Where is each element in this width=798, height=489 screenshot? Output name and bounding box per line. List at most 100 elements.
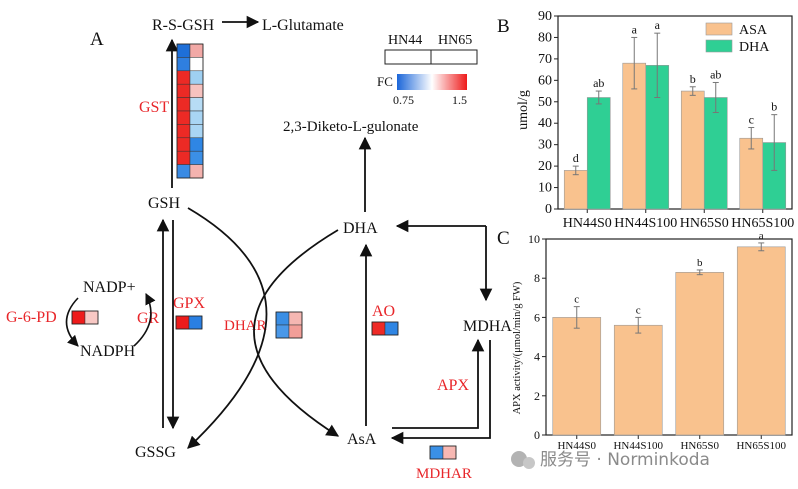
chart-c-bar-apx xyxy=(675,272,725,436)
heatmap-gst-cell xyxy=(189,110,204,125)
chart-c: 0 2 4 6 8 10 HN44S0 c HN44S100 c HN65S0 b HN65S100 a xyxy=(528,230,793,452)
heatmap-ao-cell xyxy=(371,321,386,336)
chart-c-ytick-label: 10 xyxy=(528,232,540,246)
chart-c-bar-apx xyxy=(613,324,663,436)
heatmap-gst xyxy=(176,43,204,179)
chart-b-frame xyxy=(557,15,793,210)
heatmap-gst-cell xyxy=(176,57,191,72)
chart-b-ytick-label: 90 xyxy=(538,9,552,24)
wechat-icon-bubble xyxy=(523,457,535,469)
chart-b-ytick-label: 40 xyxy=(538,116,552,131)
chart-c-ytick-label: 2 xyxy=(534,389,540,403)
metabolite-dha: DHA xyxy=(343,220,378,237)
heatmap-g6pd-cell xyxy=(71,310,86,325)
enzyme-gst: GST xyxy=(139,99,169,116)
metabolite-nadph: NADPH xyxy=(80,343,136,360)
chart-b-significance-letter: c xyxy=(749,113,754,127)
enzyme-mdhar: MDHAR xyxy=(416,466,472,482)
metabolite-mdha: MDHA xyxy=(463,318,512,335)
heatmap-gst-cell xyxy=(176,137,191,152)
heatmap-gst-cell xyxy=(189,150,204,165)
chart-c-significance-letter: c xyxy=(636,304,641,316)
chart-b-ytick-label: 60 xyxy=(538,73,552,88)
heatmap-gst-cell xyxy=(176,83,191,98)
watermark: 服务号 · Norminkoda xyxy=(511,450,710,470)
chart-b-significance-letter: d xyxy=(573,151,579,165)
chart-b-ytick-label: 10 xyxy=(538,181,552,196)
heatmap-dhar-border xyxy=(275,311,303,339)
chart-b-ytick-label: 70 xyxy=(538,52,552,67)
chart-b-category-label: HN65S100 xyxy=(731,216,794,231)
heatmap-gst-cell xyxy=(176,124,191,139)
legend-fc-max: 1.5 xyxy=(452,93,467,107)
heatmap-gst-cell xyxy=(189,57,204,72)
chart-b-bar-dha xyxy=(586,97,611,210)
heatmap-mdhar-cell xyxy=(429,445,444,460)
chart-b-ytick-label: 30 xyxy=(538,138,552,153)
heatmap-legend: HN44 HN65 FC 0.75 1.5 xyxy=(377,33,478,107)
heatmap-mdhar xyxy=(429,445,457,460)
metabolite-nadp: NADP+ xyxy=(83,279,136,296)
heatmap-g6pd-border xyxy=(71,310,99,325)
chart-c-frame xyxy=(545,238,793,436)
panel-c-label: C xyxy=(497,228,510,249)
heatmap-gst-cell xyxy=(176,43,191,58)
chart-b-category-label: HN44S100 xyxy=(614,216,677,231)
enzyme-g6pd: G-6-PD xyxy=(6,309,57,326)
chart-b: 0 10 20 30 40 50 60 70 80 90 HN44S0 d ab HN44S100 a a HN… xyxy=(538,9,794,231)
heatmap-gpx-cell xyxy=(188,315,203,330)
metabolite-asa: AsA xyxy=(347,431,377,448)
panel-c: C APX activity/(μmol/min/g FW) 0 2 4 6 8 10 HN… xyxy=(497,228,793,452)
heatmap-dhar-cell xyxy=(288,324,303,339)
arrow-dha-curve xyxy=(253,229,340,437)
heatmap-gst-cell xyxy=(189,43,204,58)
chart-c-significance-letter: b xyxy=(697,257,703,269)
heatmap-dhar-cell xyxy=(275,311,290,326)
enzyme-gr: GR xyxy=(137,310,160,327)
chart-b-legend-label: ASA xyxy=(739,23,768,38)
heatmap-gst-cell xyxy=(189,70,204,85)
metabolite-rsgsh: R-S-GSH xyxy=(152,17,215,34)
chart-b-legend-label: DHA xyxy=(739,40,770,55)
heatmap-gst-cell xyxy=(176,110,191,125)
chart-c-category-label: HN65S100 xyxy=(736,440,786,452)
panel-b: B umol/g 0102030405060708090HN44S0dabHN4… xyxy=(497,9,794,231)
panel-b-ylabel: umol/g xyxy=(516,90,531,130)
legend-hn44: HN44 xyxy=(388,33,422,48)
heatmap-gst-cell xyxy=(189,97,204,112)
chart-b-significance-letter: b xyxy=(771,100,777,114)
chart-c-category-label: HN65S0 xyxy=(680,440,719,452)
chart-c-significance-letter: a xyxy=(759,230,764,242)
heatmap-gst-cell xyxy=(189,124,204,139)
heatmap-mdhar-border xyxy=(429,445,457,460)
heatmap-gst-cell xyxy=(176,70,191,85)
heatmap-gpx-border xyxy=(175,315,203,330)
chart-c-ytick-label: 0 xyxy=(534,428,540,442)
legend-hn65: HN65 xyxy=(438,33,472,48)
legend-fc-gradient xyxy=(397,74,467,90)
heatmap-ao-border xyxy=(371,321,399,336)
chart-b-bar-asa xyxy=(680,90,705,210)
chart-b-category-label: HN44S0 xyxy=(563,216,612,231)
chart-b-significance-letter: ab xyxy=(710,67,721,81)
panel-a: A R-S-GSH L-Glutamate 2,3-Diketo-L-gulon… xyxy=(6,15,512,482)
chart-c-ytick-label: 8 xyxy=(534,271,540,285)
panel-b-label: B xyxy=(497,16,510,37)
metabolite-gsh: GSH xyxy=(148,195,180,212)
chart-b-legend-swatch xyxy=(705,39,733,53)
watermark-text: 服务号 · Norminkoda xyxy=(540,450,710,470)
enzyme-apx: APX xyxy=(437,377,469,394)
enzyme-ao: AO xyxy=(372,303,395,320)
chart-c-category-label: HN44S0 xyxy=(557,440,596,452)
heatmap-dhar-cell xyxy=(275,324,290,339)
chart-b-bar-asa xyxy=(563,170,588,210)
heatmap-gst-cell xyxy=(189,83,204,98)
arrow-mdha-asa xyxy=(390,340,491,445)
enzyme-gpx: GPX xyxy=(173,295,205,312)
heatmap-gst-cell xyxy=(176,97,191,112)
heatmap-dhar-cell xyxy=(288,311,303,326)
chart-b-ytick-label: 80 xyxy=(538,30,552,45)
chart-b-significance-letter: b xyxy=(690,72,696,86)
metabolite-glutamate: L-Glutamate xyxy=(262,17,344,34)
